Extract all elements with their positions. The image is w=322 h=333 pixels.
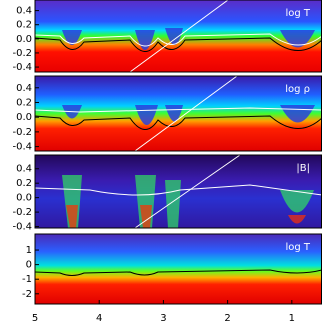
y-tick-label: -2 bbox=[22, 289, 32, 300]
y-tick-label: 0.2 bbox=[16, 178, 32, 189]
y-tick-label: 1 bbox=[26, 245, 32, 256]
y-tick-label: 0.0 bbox=[16, 34, 32, 45]
y-tick-label: 0.0 bbox=[16, 193, 32, 204]
panel-label: log T bbox=[285, 8, 310, 19]
y-tick-label: -0.2 bbox=[12, 48, 32, 59]
y-tick-label: 0 bbox=[26, 260, 32, 271]
panel-label: log T bbox=[285, 242, 310, 253]
x-tick-label: 5 bbox=[32, 313, 38, 324]
x-tick-label: 4 bbox=[96, 313, 102, 324]
y-tick-label: -0.4 bbox=[12, 62, 32, 73]
y-tick-label: -0.4 bbox=[12, 222, 32, 233]
y-tick-label: -0.2 bbox=[12, 207, 32, 218]
y-tick-label: 0.4 bbox=[16, 6, 32, 17]
x-tick-label: 2 bbox=[224, 313, 230, 324]
y-tick-label: 0.4 bbox=[16, 83, 32, 94]
panel-label: |B| bbox=[296, 163, 310, 174]
contour bbox=[34, 0, 322, 276]
x-tick-label: 1 bbox=[289, 313, 295, 324]
panel-image bbox=[35, 234, 322, 304]
panel-label: log ρ bbox=[285, 84, 310, 95]
y-tick-label: -0.4 bbox=[12, 142, 32, 153]
y-tick-label: -1 bbox=[22, 274, 32, 285]
y-tick-label: 0.4 bbox=[16, 164, 32, 175]
y-tick-label: -0.2 bbox=[12, 127, 32, 138]
y-tick-label: 0.2 bbox=[16, 20, 32, 31]
y-tick-label: 0.0 bbox=[16, 112, 32, 123]
y-tick-label: 0.2 bbox=[16, 97, 32, 108]
x-tick-label: 3 bbox=[160, 313, 166, 324]
